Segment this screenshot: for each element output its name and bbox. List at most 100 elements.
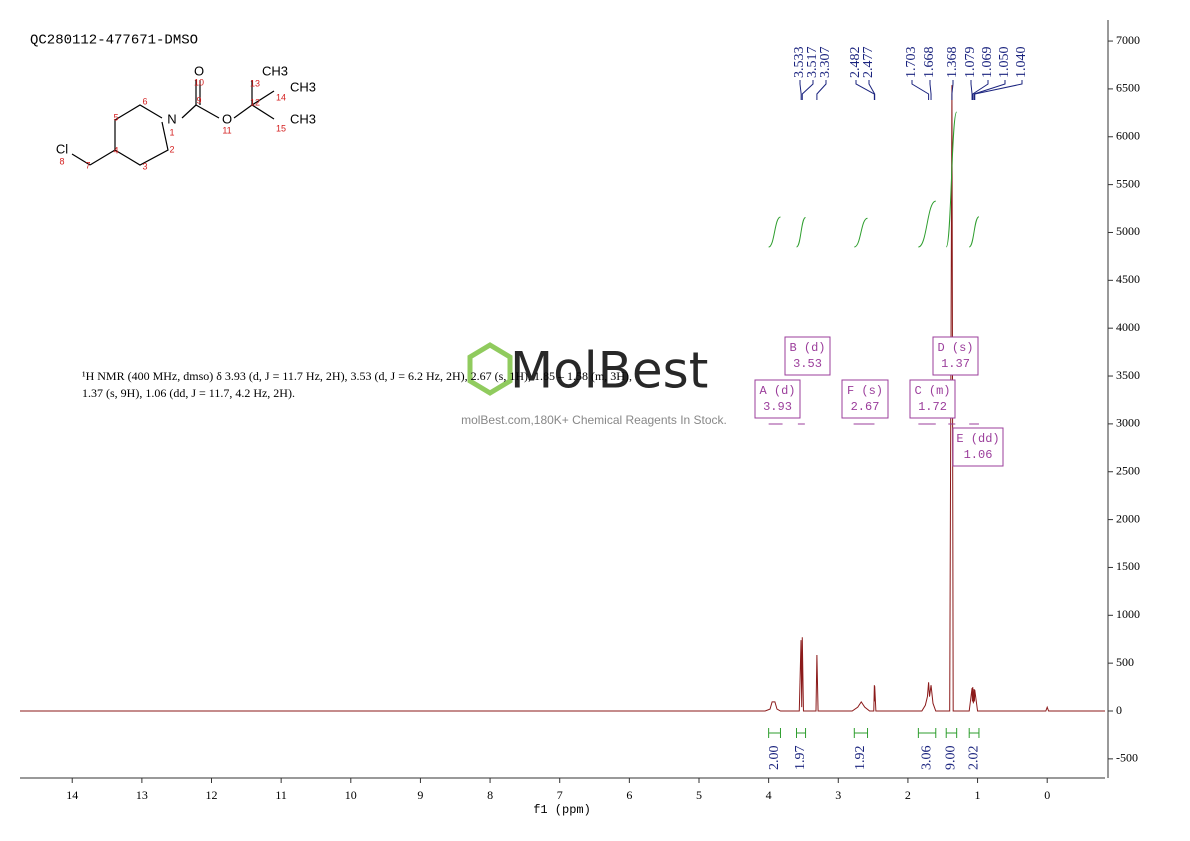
peak-connector xyxy=(855,80,875,100)
x-tick-label: 6 xyxy=(626,788,632,802)
multiplet-box xyxy=(952,427,1004,467)
atom-number: 6 xyxy=(142,96,147,106)
x-tick-label: 3 xyxy=(835,788,841,802)
peak-connector xyxy=(799,80,802,100)
y-tick-label: 4000 xyxy=(1116,320,1140,334)
multiplet-box xyxy=(784,336,831,376)
multiplet-box xyxy=(841,379,889,419)
x-tick-label: 8 xyxy=(487,788,493,802)
atom-number: 4 xyxy=(113,145,118,155)
peak-label: 1.079 xyxy=(963,47,978,79)
multiplet-shift: 3.93 xyxy=(763,400,792,414)
multiplet-box xyxy=(754,379,801,419)
peak-connector xyxy=(816,80,827,100)
y-tick-label: 5500 xyxy=(1116,176,1140,190)
multiplet-shift: 1.37 xyxy=(941,357,970,371)
atom-label: Cl xyxy=(56,141,68,156)
x-tick-label: 1 xyxy=(975,788,981,802)
integral-label: 1.92 xyxy=(853,746,868,771)
multiplet-label: C (m) xyxy=(914,384,950,398)
y-tick-label: 3500 xyxy=(1116,368,1140,382)
y-tick-label: 2500 xyxy=(1116,463,1140,477)
x-tick-label: 4 xyxy=(766,788,772,802)
x-axis-label: f1 (ppm) xyxy=(533,803,591,817)
atom-label: CH3 xyxy=(290,111,316,126)
integral-curve xyxy=(768,216,781,248)
multiplet-label: E (dd) xyxy=(956,432,999,446)
peak-label: 1.050 xyxy=(997,47,1012,79)
multiplet-label: B (d) xyxy=(789,341,825,355)
watermark-brand: MolBest xyxy=(510,342,708,400)
y-tick-label: 6500 xyxy=(1116,81,1140,95)
watermark: MolBest molBest.com,180K+ Chemical Reage… xyxy=(461,342,727,428)
y-tick-label: 3000 xyxy=(1116,416,1140,430)
y-tick-label: 1000 xyxy=(1116,607,1140,621)
atom-number: 10 xyxy=(194,77,204,87)
watermark-tagline: molBest.com,180K+ Chemical Reagents In S… xyxy=(461,413,727,427)
y-tick-label: 1500 xyxy=(1116,559,1140,573)
multiplet-box xyxy=(932,336,979,376)
x-tick-label: 10 xyxy=(345,788,357,802)
atom-label: CH3 xyxy=(262,63,288,78)
atom-number: 11 xyxy=(222,125,231,135)
peak-label: 2.482 xyxy=(848,47,863,79)
spectrum-line xyxy=(20,85,1105,712)
peak-connector xyxy=(951,80,954,100)
structure-bonds xyxy=(71,80,275,166)
x-tick-label: 11 xyxy=(275,788,287,802)
x-tick-label: 2 xyxy=(905,788,911,802)
integral-label: 9.00 xyxy=(944,746,959,771)
peak-label: 2.477 xyxy=(861,47,876,79)
integral-curve xyxy=(968,216,980,248)
integral-curve xyxy=(854,217,868,248)
multiplet-label: F (s) xyxy=(847,384,883,398)
atom-number: 3 xyxy=(142,161,147,171)
multiplet-shift: 1.72 xyxy=(918,400,947,414)
x-tick-label: 13 xyxy=(136,788,148,802)
multiplet-shift: 2.67 xyxy=(851,400,880,414)
peak-label: 3.307 xyxy=(818,47,833,79)
peak-label: 1.069 xyxy=(980,47,995,79)
peak-connector xyxy=(929,80,932,100)
x-tick-label: 12 xyxy=(206,788,218,802)
peak-connector xyxy=(868,80,876,100)
description: ¹H NMR (400 MHz, dmso) δ 3.93 (d, J = 11… xyxy=(82,369,632,400)
peak-label: 1.040 xyxy=(1014,47,1029,79)
sample-id: QC280112-477671-DMSO xyxy=(30,33,198,49)
atom-number: 5 xyxy=(113,112,118,122)
y-tick-label: 0 xyxy=(1116,703,1122,717)
multiplet-box xyxy=(909,379,956,419)
atom-label: CH3 xyxy=(290,79,316,94)
peak-connector xyxy=(911,80,930,100)
multiplet-label: A (d) xyxy=(759,384,795,398)
peak-label: 1.703 xyxy=(904,47,919,79)
x-tick-label: 0 xyxy=(1044,788,1050,802)
atom-number: 13 xyxy=(250,78,260,88)
integral-label: 2.00 xyxy=(767,746,782,771)
atom-number: 8 xyxy=(59,156,64,166)
peak-label: 3.517 xyxy=(805,47,820,79)
peak-label: 1.368 xyxy=(945,47,960,79)
integral-curve xyxy=(918,200,937,248)
integral-label: 1.97 xyxy=(793,746,808,771)
integral-label: 3.06 xyxy=(919,746,934,771)
atom-label: N xyxy=(167,111,176,126)
multiplet-shift: 1.06 xyxy=(964,448,993,462)
atom-number: 2 xyxy=(169,144,174,154)
y-tick-label: 7000 xyxy=(1116,33,1140,47)
peak-connector xyxy=(973,80,1006,100)
atom-number: 1 xyxy=(169,127,174,137)
y-tick-label: 4500 xyxy=(1116,272,1140,286)
x-tick-label: 5 xyxy=(696,788,702,802)
x-tick-label: 14 xyxy=(66,788,78,802)
x-tick-label: 7 xyxy=(557,788,563,802)
atom-label: O xyxy=(222,111,232,126)
y-tick-label: 5000 xyxy=(1116,224,1140,238)
atom-number: 12 xyxy=(250,97,260,107)
integral-curve xyxy=(945,111,958,248)
x-tick-label: 9 xyxy=(417,788,423,802)
peak-label: 1.668 xyxy=(922,47,937,79)
atom-number: 15 xyxy=(276,123,286,133)
